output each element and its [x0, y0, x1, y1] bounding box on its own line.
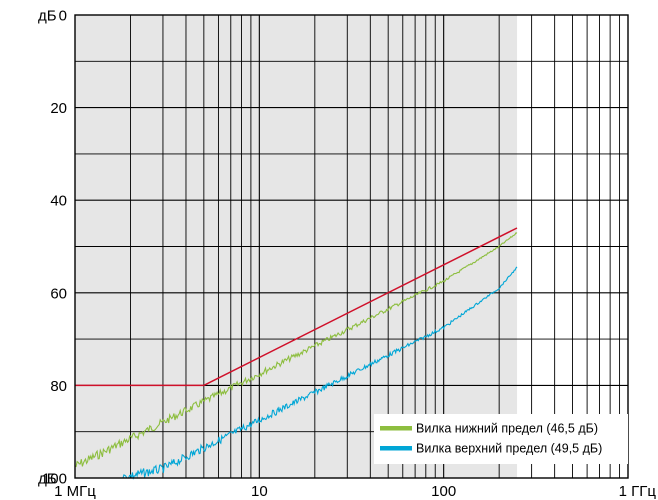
y-unit-label: дБ	[38, 8, 57, 25]
y-tick-label: 60	[50, 285, 67, 302]
y-tick-label: 20	[50, 100, 67, 117]
y-tick-label: 0	[59, 8, 67, 25]
y-tick-label: 100	[42, 471, 67, 488]
x-tick-label: 10	[251, 483, 268, 500]
plot-border	[74, 14, 629, 479]
series-line-2	[122, 266, 518, 480]
legend-label: Вилка нижний предел (46,5 дБ)	[416, 422, 598, 436]
y-tick-label: 80	[50, 378, 67, 395]
series-line-1	[74, 232, 518, 468]
x-tick-label: 1 МГц	[54, 483, 96, 500]
limit-line	[75, 227, 518, 387]
legend-swatch	[380, 426, 412, 431]
legend: Вилка нижний предел (46,5 дБ) Вилка верхн…	[374, 414, 628, 464]
x-tick-label: 100	[431, 483, 456, 500]
limit-line-layer	[75, 227, 518, 387]
y-tick-label: 40	[50, 193, 67, 210]
y-unit-label: дБ	[38, 471, 57, 488]
legend-label: Вилка верхний предел (49,5 дБ)	[416, 442, 602, 456]
x-tick-label: 1 ГГц	[619, 483, 657, 500]
legend-background	[374, 414, 628, 464]
legend-swatch	[380, 446, 412, 451]
series-layer	[74, 232, 518, 480]
